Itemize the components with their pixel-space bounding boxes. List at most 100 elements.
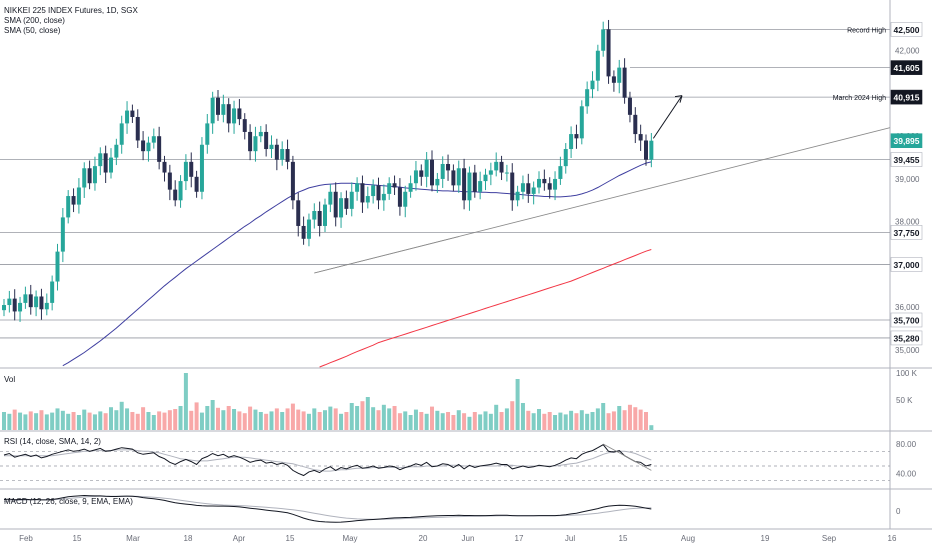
candle-body [306,219,311,239]
volume-bar [601,403,606,430]
candle-body [232,108,237,124]
candle-body [264,131,269,150]
x-tick-label: 19 [761,534,770,543]
volume-bar [547,412,552,430]
x-tick-label: Mar [126,534,140,543]
candle-body [248,131,253,152]
volume-bar [258,412,263,430]
candle-body [205,123,210,145]
volume-bar [537,409,541,430]
volume-bar [360,401,365,430]
volume-bar [520,403,525,430]
candle-body [103,153,108,173]
price-tag-box [890,330,923,346]
volume-bar [23,414,28,430]
candle-body [333,191,338,218]
candle-body [467,172,472,201]
candle-body [413,170,418,184]
candle-body [12,298,17,312]
rsi-trendline [603,443,652,471]
volume-bar [456,410,461,430]
candle-body [60,217,65,252]
candle-body [633,114,638,135]
candle-body [226,104,231,124]
candle-body [39,296,44,310]
candle-body [579,106,584,139]
volume-tick-label: 50 K [896,396,913,405]
volume-bar [339,413,344,430]
volume-bar [542,413,547,430]
volume-bar [579,410,584,430]
candle-body [125,110,130,124]
sma200-line [319,249,652,368]
candle-body [537,178,541,188]
volume-bar [55,408,60,430]
candle-body [644,140,648,160]
candle-body [82,168,87,188]
candle-body [355,183,360,192]
volume-bar [194,402,199,430]
volume-bar [371,407,376,430]
candle-body [109,157,113,173]
main-legend: NIKKEI 225 INDEX Futures, 1D, SGX SMA (2… [4,6,138,36]
volume-bar [60,410,65,430]
volume-bar [574,413,579,430]
volume-bar [157,411,162,430]
volume-bar [419,412,424,430]
volume-bar [7,413,12,430]
volume-bar [435,410,440,430]
y-tick-label: 35,000 [895,346,920,355]
volume-bar [569,410,574,430]
candle-body [87,168,92,184]
volume-bar [151,415,156,430]
candle-body [553,178,558,190]
volume-bar [317,412,322,430]
volume-bar [2,412,6,430]
candle-body [397,187,402,207]
candle-body [483,174,488,182]
candle-body [50,281,55,303]
candle-body [387,183,392,194]
volume-bar [451,415,456,430]
volume-bar [210,400,215,430]
candle-body [258,131,263,137]
candle-body [403,191,408,207]
candle-body [478,181,483,192]
macd-legend: MACD (12, 26, close, 9, EMA, EMA) [4,497,133,506]
volume-bar [478,414,483,430]
volume-bar [274,408,279,430]
volume-bar [472,412,477,430]
candle-body [280,149,285,160]
volume-bar [18,412,23,430]
volume-bar [638,409,643,430]
price-level-annotation: March 2024 High [833,95,886,102]
support-trendline [314,236,459,274]
candle-body [114,144,119,158]
volume-bar [248,406,253,430]
volume-bar [183,373,188,430]
volume-bar [114,410,119,430]
candle-body [456,168,461,186]
volume-bar [585,413,590,430]
volume-bar [92,414,97,430]
legend-sma50: SMA (50, close) [4,26,61,35]
candle-body [360,183,365,203]
volume-bar [173,409,178,430]
candle-body [135,116,140,141]
candle-body [7,298,12,306]
volume-bar [189,410,194,430]
volume-bar [504,408,509,430]
y-tick-label: 36,000 [895,303,920,312]
volume-bar [76,415,81,430]
candle-body [349,191,354,209]
x-tick-label: Jul [565,534,575,543]
candle-body [130,110,135,117]
volume-bar [606,413,611,430]
candle-body [199,144,204,192]
candle-body [585,89,590,107]
volume-bar [446,412,451,430]
volume-bar [376,410,381,430]
candle-body [611,76,616,83]
candle-body [462,168,467,201]
volume-bar [221,410,226,430]
